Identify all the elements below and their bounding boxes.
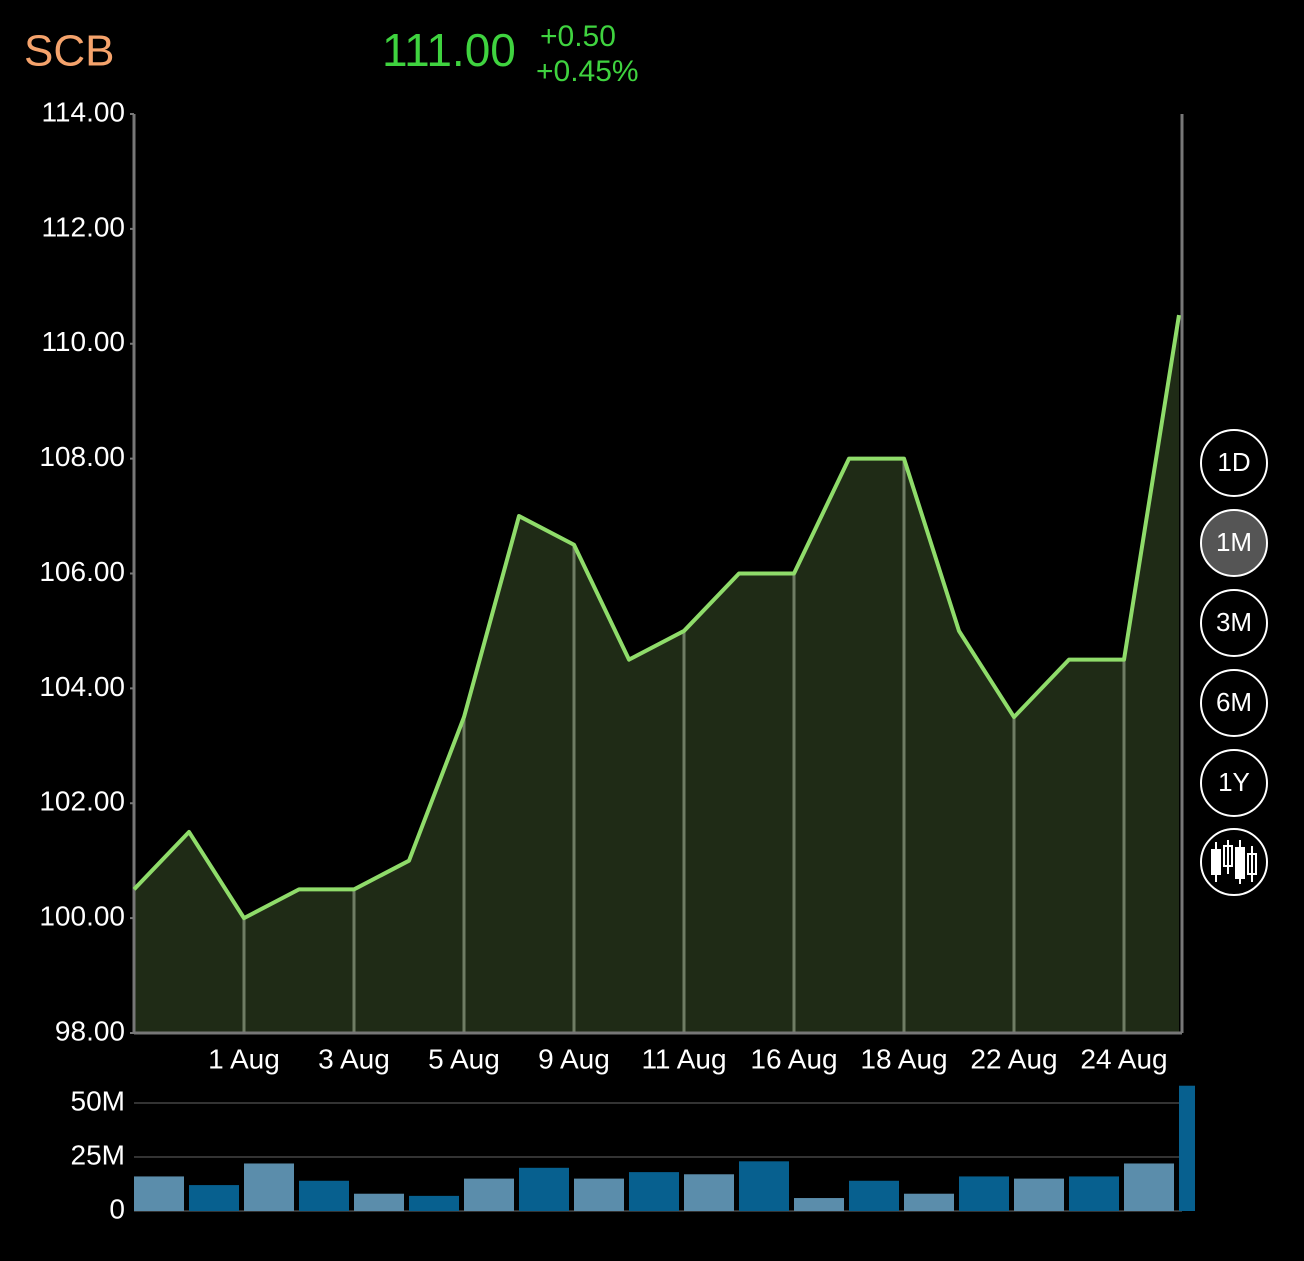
y-tick-label: 50M <box>71 1085 125 1116</box>
x-tick-label: 16 Aug <box>750 1043 837 1074</box>
button-label: 1D <box>1217 447 1250 477</box>
volume-bar <box>354 1193 404 1211</box>
range-button[interactable]: 1D <box>1200 429 1268 497</box>
y-tick-label: 110.00 <box>41 326 125 357</box>
volume-bar <box>1069 1176 1119 1211</box>
volume-bar <box>849 1180 899 1211</box>
price-chart: 98.00 100.00 102.00 104.00 106.00 108.00 110.0… <box>39 96 1184 1074</box>
range-button[interactable]: 6M <box>1200 669 1268 737</box>
button-label: 1Y <box>1218 767 1250 797</box>
volume-bar <box>134 1176 184 1211</box>
volume-bar <box>574 1178 624 1211</box>
y-tick-label: 114.00 <box>41 96 125 127</box>
price: 111.00 <box>382 24 516 76</box>
x-tick-label: 22 Aug <box>970 1043 1057 1074</box>
volume-bar <box>904 1193 954 1211</box>
y-tick-label: 112.00 <box>41 211 125 242</box>
button-label: 6M <box>1216 687 1252 717</box>
x-tick-label: 5 Aug <box>428 1043 500 1074</box>
button-circle <box>1200 509 1268 577</box>
button-label: 1M <box>1216 527 1252 557</box>
x-tick-label: 9 Aug <box>538 1043 610 1074</box>
volume-chart: 0 25M 50M <box>71 1085 1195 1224</box>
price-line <box>132 314 1181 921</box>
range-button[interactable]: 1Y <box>1200 749 1268 817</box>
volume-bar <box>1124 1163 1174 1211</box>
volume-bar <box>684 1174 734 1211</box>
volume-bar <box>189 1185 239 1211</box>
button-circle <box>1200 589 1268 657</box>
button-circle <box>1200 749 1268 817</box>
x-tick-label: 11 Aug <box>641 1043 726 1074</box>
y-tick-label: 25M <box>71 1139 125 1170</box>
area-fill <box>134 315 1179 1033</box>
change-percent: +0.45% <box>536 55 639 88</box>
volume-bar <box>629 1172 679 1211</box>
y-tick-label: 104.00 <box>39 671 125 702</box>
x-tick-label: 3 Aug <box>318 1043 390 1074</box>
y-tick-label: 100.00 <box>39 901 125 932</box>
volume-bar <box>409 1195 459 1211</box>
volume-bar <box>1179 1085 1195 1211</box>
y-tick-label: 98.00 <box>55 1015 125 1046</box>
y-tick-label: 106.00 <box>39 556 125 587</box>
button-label: 3M <box>1216 607 1252 637</box>
range-button[interactable]: 1M <box>1200 509 1268 577</box>
range-controls: 1D 1M 3M 6M 1Y <box>1200 429 1268 817</box>
volume-bar <box>959 1176 1009 1211</box>
y-tick-label: 102.00 <box>39 786 125 817</box>
y-tick-label: 0 <box>109 1193 125 1224</box>
y-tick-label: 108.00 <box>39 441 125 472</box>
x-tick-label: 24 Aug <box>1080 1043 1167 1074</box>
button-circle <box>1200 669 1268 737</box>
volume-bar <box>299 1180 349 1211</box>
x-tick-label: 18 Aug <box>860 1043 947 1074</box>
range-button[interactable]: 3M <box>1200 589 1268 657</box>
volume-bar <box>739 1161 789 1211</box>
symbol: SCB <box>24 27 114 76</box>
volume-bar <box>519 1167 569 1211</box>
volume-bar <box>464 1178 514 1211</box>
button-circle <box>1200 429 1268 497</box>
candlestick-button[interactable] <box>1200 828 1268 896</box>
volume-bar <box>1014 1178 1064 1211</box>
x-tick-label: 1 Aug <box>208 1043 280 1074</box>
change: +0.50 <box>540 20 616 53</box>
candle-icon <box>1211 840 1257 884</box>
button-circle <box>1200 828 1268 896</box>
volume-bar <box>794 1198 844 1211</box>
volume-bar <box>244 1163 294 1211</box>
